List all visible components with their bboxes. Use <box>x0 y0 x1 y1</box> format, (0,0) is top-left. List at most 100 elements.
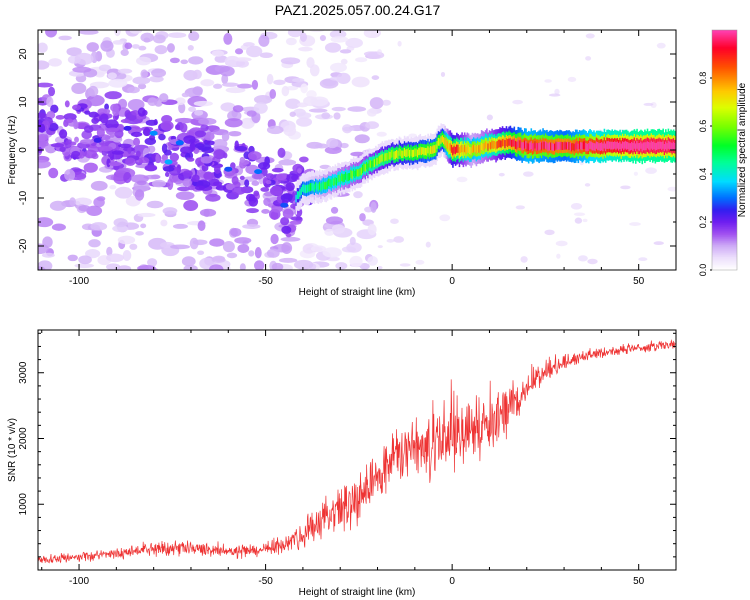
heatmap-ridge-cell <box>602 143 604 152</box>
heatmap-ridge-blob <box>80 139 95 145</box>
heatmap-ridge-blob <box>285 182 295 192</box>
snr-y-tick-label: 1000 <box>18 493 29 516</box>
heatmap-ridge-cell <box>473 144 475 153</box>
heatmap-ridge-cell <box>301 184 304 192</box>
heatmap-noise-blob <box>151 68 167 78</box>
heatmap-noise-blob <box>266 73 274 85</box>
heatmap-ridge-cell <box>505 138 508 147</box>
colorbar-cell <box>712 62 737 65</box>
heatmap-ridge-blob <box>158 133 166 141</box>
heatmap-noise-blob <box>330 36 349 43</box>
snr-y-tick-label: 3000 <box>18 361 29 384</box>
heatmap-noise-blob <box>178 102 186 114</box>
heatmap-ridge-cell <box>385 152 388 161</box>
heatmap-noise-blob <box>345 37 363 48</box>
colorbar-cell <box>712 246 737 249</box>
heatmap-noise-blob <box>38 60 50 70</box>
heatmap-ridge-cell <box>359 167 362 176</box>
heatmap-ridge-cell <box>341 173 343 182</box>
colorbar-cell <box>712 76 737 79</box>
snr-x-tick-label: -50 <box>258 576 273 587</box>
heatmap-ridge-cell <box>540 142 543 151</box>
heatmap-ridge-cell <box>454 146 457 155</box>
heatmap-noise-blob <box>248 250 255 257</box>
snr-layer <box>38 339 676 564</box>
heatmap-ridge-cell <box>333 178 335 186</box>
heatmap-ridge-cell <box>384 153 386 162</box>
heatmap-noise-blob <box>78 30 99 35</box>
colorbar-cell <box>712 78 737 81</box>
heatmap-ridge-blob <box>125 157 136 166</box>
heatmap-noise-blob <box>393 236 405 243</box>
heatmap-ridge-cell <box>364 164 367 172</box>
heatmap-y-axis-label: Frequency (Hz) <box>7 116 18 185</box>
heatmap-noise-blob <box>285 98 301 109</box>
heatmap-ridge-blob <box>257 162 271 170</box>
heatmap-ridge-cell <box>556 141 559 151</box>
heatmap-noise-blob <box>349 236 356 246</box>
heatmap-ridge-cell <box>326 180 329 189</box>
heatmap-ridge-blob <box>269 185 283 196</box>
heatmap-ridge-cell <box>517 139 520 148</box>
heatmap-ridge-blob <box>289 220 302 225</box>
heatmap-noise-blob <box>283 125 297 137</box>
heatmap-ridge-cell <box>572 142 574 151</box>
heatmap-ridge-blob <box>134 132 139 138</box>
heatmap-ridge-cell <box>330 179 333 188</box>
heatmap-noise-blob <box>104 91 122 100</box>
heatmap-ridge-cell <box>514 140 517 149</box>
heatmap-ridge-cell <box>624 140 627 149</box>
heatmap-ridge-cell <box>497 139 500 148</box>
heatmap-ridge-cell <box>439 138 441 146</box>
heatmap-y-tick-label: 20 <box>18 48 29 60</box>
heatmap-noise-blob <box>439 214 451 222</box>
heatmap-noise-blob <box>377 245 383 249</box>
heatmap-noise-blob <box>293 259 314 270</box>
heatmap-ridge-cell <box>431 146 433 155</box>
heatmap-ridge-cell <box>495 141 497 150</box>
heatmap-ridge-cell <box>580 142 582 150</box>
heatmap-noise-blob <box>381 99 391 106</box>
colorbar-cell <box>712 114 737 117</box>
colorbar-cell <box>712 108 737 111</box>
heatmap-ridge-blob <box>251 172 264 180</box>
heatmap-ridge-blob <box>65 139 72 145</box>
colorbar-cell <box>712 128 737 131</box>
heatmap-y-tick-label: -10 <box>18 190 29 205</box>
heatmap-noise-blob <box>49 200 67 211</box>
heatmap-ridge-blob <box>155 153 160 164</box>
heatmap-noise-blob <box>587 258 598 265</box>
heatmap-ridge-cell <box>324 182 326 190</box>
heatmap-ridge-blob <box>108 161 122 167</box>
heatmap-noise-blob <box>399 263 411 267</box>
heatmap-ridge-cell <box>412 149 415 157</box>
heatmap-noise-blob <box>226 252 238 259</box>
heatmap-ridge-cell <box>390 150 393 158</box>
heatmap-ridge-cell <box>469 146 471 155</box>
heatmap-ridge-blob <box>280 193 293 203</box>
heatmap-ridge-cell <box>351 170 354 180</box>
heatmap-noise-blob <box>309 64 320 77</box>
heatmap-noise-blob <box>48 167 59 179</box>
heatmap-noise-blob <box>90 180 108 191</box>
heatmap-ridge-cell <box>484 141 487 149</box>
colorbar-cell <box>712 178 737 181</box>
heatmap-ridge-cell <box>407 147 410 157</box>
heatmap-noise-blob <box>234 237 252 244</box>
colorbar-cell <box>712 38 737 41</box>
heatmap-noise-blob <box>188 31 200 42</box>
heatmap-ridge-blob <box>275 173 287 181</box>
colorbar-cell <box>712 48 737 51</box>
heatmap-ridge-cell <box>437 137 440 146</box>
heatmap-ridge-cell <box>570 143 573 152</box>
heatmap-ridge-blob <box>63 113 77 121</box>
heatmap-noise-blob <box>127 86 140 94</box>
heatmap-ridge-cell <box>398 148 401 156</box>
heatmap-noise-blob <box>192 69 202 80</box>
colorbar-cell <box>712 124 737 127</box>
colorbar-cell <box>712 42 737 45</box>
heatmap-y-tick-label: 0 <box>18 147 29 153</box>
heatmap-noise-blob <box>112 40 125 45</box>
colorbar-cell <box>712 104 737 107</box>
heatmap-noise-blob <box>151 179 167 188</box>
